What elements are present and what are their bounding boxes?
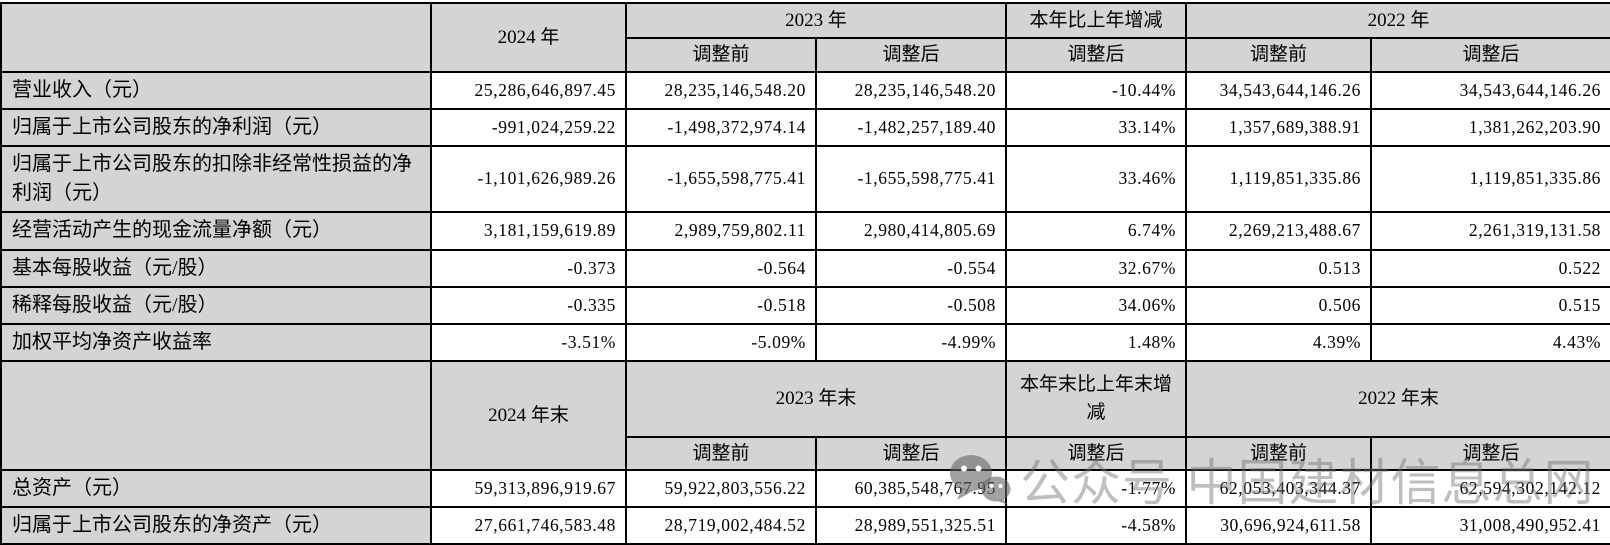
value-cell: 34.06%: [1005, 285, 1188, 325]
corner-cell: [0, 2, 432, 73]
header-row-adjust-2: 调整前 调整后 调整后 调整前 调整后: [1, 435, 1610, 472]
value-cell: -5.09%: [625, 322, 817, 362]
value-cell: -0.554: [814, 248, 1008, 288]
value-cell: -1,101,626,989.26: [430, 144, 627, 213]
value-cell: -0.518: [625, 285, 817, 325]
value-cell: 31,008,490,952.41: [1370, 506, 1610, 545]
table-row: 总资产（元） 59,313,896,919.67 59,922,803,556.…: [0, 469, 1610, 509]
value-cell: 2,269,213,488.67: [1185, 210, 1373, 251]
value-cell: 0.522: [1370, 248, 1610, 288]
value-cell: 62,594,302,142.12: [1370, 469, 1610, 509]
row-label: 基本每股收益（元/股）: [0, 248, 432, 288]
value-cell: 34,543,644,146.26: [1370, 70, 1610, 110]
col-header-2024: 2024 年: [430, 2, 627, 73]
col-header-2024-end: 2024 年末: [430, 359, 627, 472]
value-cell: 4.39%: [1185, 322, 1373, 362]
table-row: 营业收入（元） 25,286,646,897.45 28,235,146,548…: [0, 70, 1610, 110]
subheader-2023end-before: 调整前: [625, 435, 817, 472]
value-cell: 0.506: [1185, 285, 1373, 325]
col-header-2023: 2023 年: [624, 2, 1008, 39]
col-header-2023-end: 2023 年末: [624, 359, 1008, 438]
value-cell: 34,543,644,146.26: [1185, 70, 1373, 110]
row-label: 经营活动产生的现金流量净额（元）: [0, 210, 432, 251]
value-cell: -0.335: [430, 285, 627, 325]
value-cell: -1,655,598,775.41: [625, 144, 817, 213]
table-row: 归属于上市公司股东的净资产（元） 27,661,746,583.48 28,71…: [0, 506, 1610, 545]
value-cell: -0.373: [430, 248, 627, 288]
value-cell: 1.48%: [1005, 322, 1188, 362]
corner-cell-2: [0, 359, 432, 472]
value-cell: 30,696,924,611.58: [1185, 506, 1373, 545]
value-cell: 0.513: [1185, 248, 1373, 288]
table-row: 稀释每股收益（元/股） -0.335 -0.518 -0.508 34.06% …: [0, 285, 1610, 325]
value-cell: 3,181,159,619.89: [430, 210, 627, 251]
header-row-adjust: 调整前 调整后 调整后 调整前 调整后: [1, 37, 1610, 73]
value-cell: 33.46%: [1005, 144, 1188, 213]
value-cell: -1,482,257,189.40: [814, 107, 1008, 147]
row-label: 总资产（元）: [0, 469, 432, 509]
row-label: 归属于上市公司股东的扣除非经常性损益的净利润（元）: [0, 144, 432, 213]
value-cell: -3.51%: [430, 322, 627, 362]
subheader-2023-after: 调整后: [814, 37, 1008, 73]
row-label: 归属于上市公司股东的净资产（元）: [0, 506, 432, 545]
value-cell: 2,261,319,131.58: [1370, 210, 1610, 251]
value-cell: 59,313,896,919.67: [430, 469, 627, 509]
value-cell: 28,719,002,484.52: [625, 506, 817, 545]
table-row: 归属于上市公司股东的扣除非经常性损益的净利润（元） -1,101,626,989…: [0, 144, 1610, 213]
table-row: 经营活动产生的现金流量净额（元） 3,181,159,619.89 2,989,…: [0, 210, 1610, 251]
subheader-changeend-after: 调整后: [1005, 435, 1188, 472]
value-cell: -1,655,598,775.41: [814, 144, 1008, 213]
value-cell: -0.508: [814, 285, 1008, 325]
row-label: 稀释每股收益（元/股）: [0, 285, 432, 325]
subheader-2022end-after: 调整后: [1370, 435, 1610, 472]
value-cell: 27,661,746,583.48: [430, 506, 627, 545]
value-cell: 28,989,551,325.51: [814, 506, 1008, 545]
value-cell: 33.14%: [1005, 107, 1188, 147]
value-cell: -1,498,372,974.14: [625, 107, 817, 147]
value-cell: 1,357,689,388.91: [1185, 107, 1373, 147]
value-cell: 1,119,851,335.86: [1185, 144, 1373, 213]
col-header-2022-end: 2022 年末: [1185, 359, 1610, 438]
header-row-years: 2024 年 2023 年 本年比上年增减 2022 年: [0, 2, 1610, 73]
row-label: 加权平均净资产收益率: [0, 322, 432, 362]
col-header-2022: 2022 年: [1185, 2, 1610, 39]
value-cell: 2,980,414,805.69: [814, 210, 1008, 251]
value-cell: 0.515: [1370, 285, 1610, 325]
row-label: 营业收入（元）: [0, 70, 432, 110]
value-cell: 28,235,146,548.20: [625, 70, 817, 110]
col-header-change-end: 本年末比上年末增减: [1005, 359, 1188, 438]
value-cell: -991,024,259.22: [430, 107, 627, 147]
value-cell: 1,381,262,203.90: [1370, 107, 1610, 147]
table-row: 归属于上市公司股东的净利润（元） -991,024,259.22 -1,498,…: [0, 107, 1610, 147]
subheader-2023end-after: 调整后: [814, 435, 1008, 472]
col-header-change: 本年比上年增减: [1005, 2, 1188, 39]
value-cell: 2,989,759,802.11: [625, 210, 817, 251]
value-cell: -4.58%: [1005, 506, 1188, 545]
table-row: 加权平均净资产收益率 -3.51% -5.09% -4.99% 1.48% 4.…: [0, 322, 1610, 362]
value-cell: 62,053,403,344.37: [1185, 469, 1373, 509]
value-cell: 59,922,803,556.22: [625, 469, 817, 509]
value-cell: -1.77%: [1005, 469, 1188, 509]
value-cell: 4.43%: [1370, 322, 1610, 362]
value-cell: -10.44%: [1005, 70, 1188, 110]
value-cell: -0.564: [625, 248, 817, 288]
value-cell: 60,385,548,767.95: [814, 469, 1008, 509]
subheader-2023-before: 调整前: [625, 37, 817, 73]
subheader-2022end-before: 调整前: [1185, 435, 1373, 472]
subheader-2022-before: 调整前: [1185, 37, 1373, 73]
value-cell: 28,235,146,548.20: [814, 70, 1008, 110]
value-cell: -4.99%: [814, 322, 1008, 362]
subheader-2022-after: 调整后: [1370, 37, 1610, 73]
header-row-yearend: 2024 年末 2023 年末 本年末比上年末增减 2022 年末: [0, 359, 1610, 472]
row-label: 归属于上市公司股东的净利润（元）: [0, 107, 432, 147]
value-cell: 32.67%: [1005, 248, 1188, 288]
value-cell: 25,286,646,897.45: [430, 70, 627, 110]
subheader-change-after: 调整后: [1005, 37, 1188, 73]
table-row: 基本每股收益（元/股） -0.373 -0.564 -0.554 32.67% …: [0, 248, 1610, 288]
value-cell: 1,119,851,335.86: [1370, 144, 1610, 213]
value-cell: 6.74%: [1005, 210, 1188, 251]
